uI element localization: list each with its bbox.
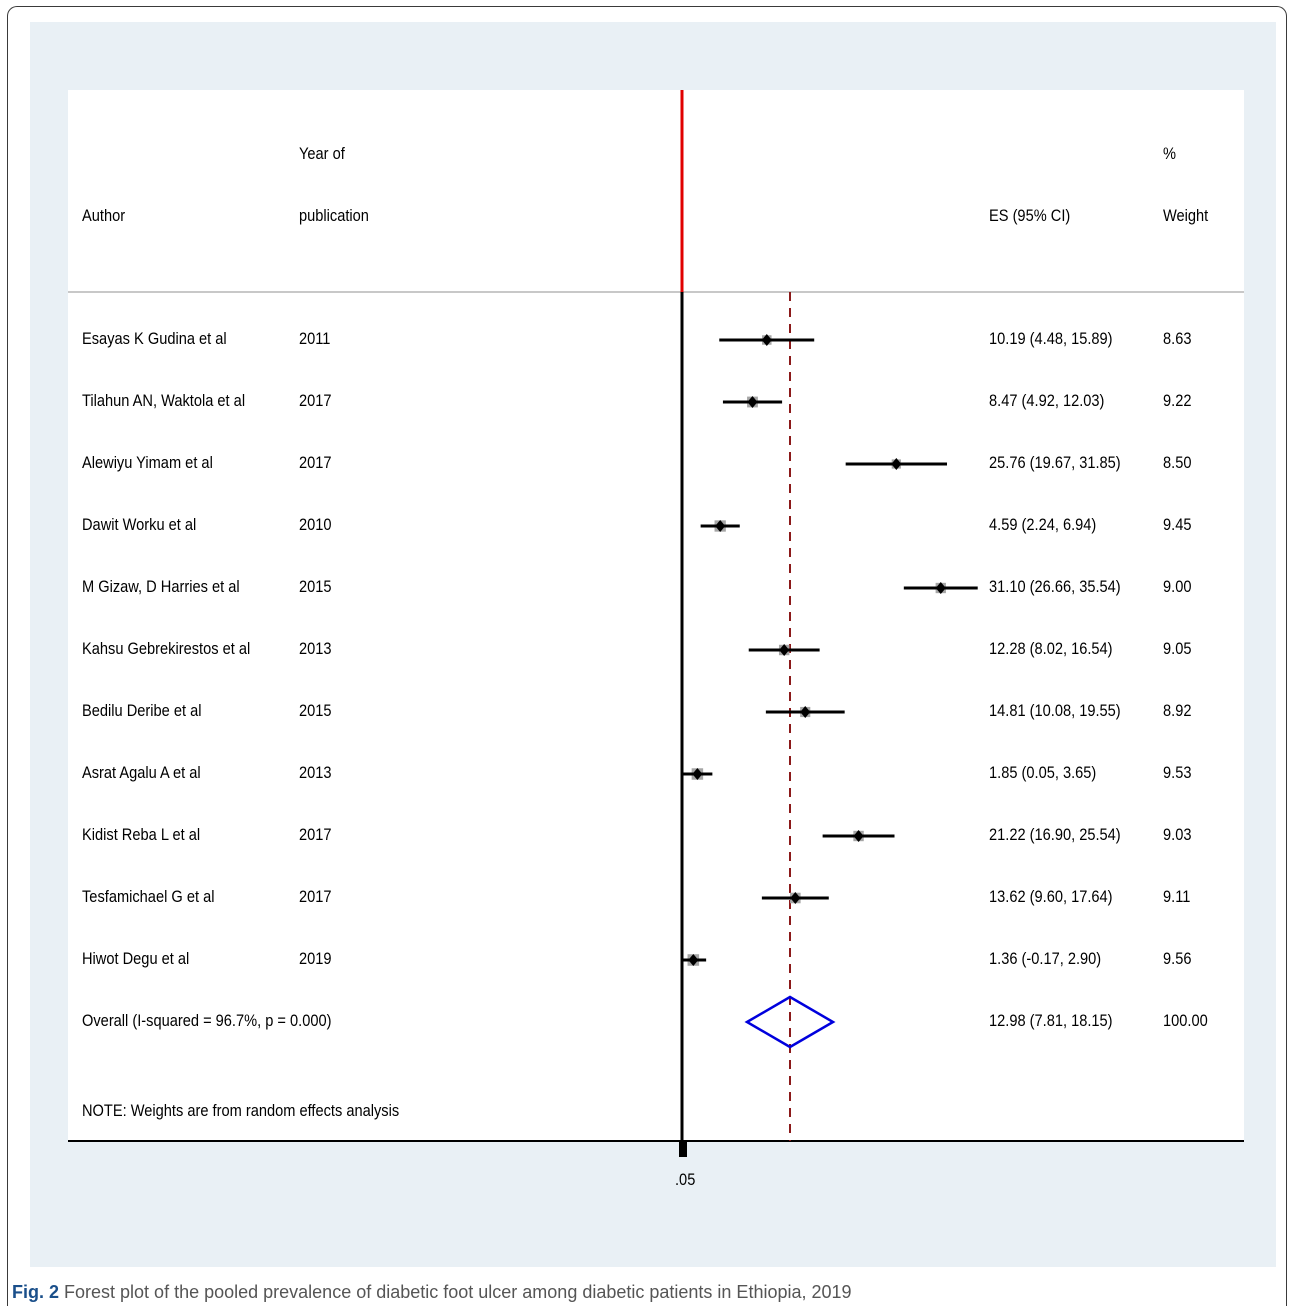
study-author: Dawit Worku et al [82, 515, 197, 534]
study-point [853, 830, 864, 842]
study-year: 2013 [299, 763, 332, 782]
study-weight: 9.11 [1163, 887, 1191, 906]
study-point [800, 706, 811, 718]
study-weight: 9.05 [1163, 639, 1192, 658]
header-weight-line2: Weight [1163, 206, 1209, 225]
study-point [715, 520, 726, 532]
study-point [790, 892, 801, 904]
study-weight: 9.53 [1163, 763, 1192, 782]
study-author: Esayas K Gudina et al [82, 329, 227, 348]
study-year: 2019 [299, 949, 332, 968]
study-ci-text: 12.28 (8.02, 16.54) [989, 639, 1113, 658]
caption-label: Fig. 2 [12, 1282, 60, 1302]
study-year: 2017 [299, 391, 332, 410]
study-weight: 9.56 [1163, 949, 1192, 968]
header-author: Author [82, 206, 126, 225]
header-year-line1: Year of [299, 144, 345, 163]
study-author: Bedilu Deribe et al [82, 701, 202, 720]
overall-label: Overall (I-squared = 96.7%, p = 0.000) [82, 1011, 332, 1030]
study-author: Asrat Agalu A et al [82, 763, 201, 782]
study-year: 2015 [299, 577, 332, 596]
study-point [688, 954, 699, 966]
study-year: 2013 [299, 639, 332, 658]
study-point [747, 396, 758, 408]
header-weight-line1: % [1163, 144, 1177, 163]
header-es: ES (95% CI) [989, 206, 1071, 225]
study-year: 2015 [299, 701, 332, 720]
study-weight: 9.03 [1163, 825, 1192, 844]
study-weight: 8.92 [1163, 701, 1192, 720]
study-author: Kidist Reba L et al [82, 825, 201, 844]
study-point [761, 334, 772, 346]
figure-frame [7, 6, 1287, 1306]
study-ci-text: 1.85 (0.05, 3.65) [989, 763, 1097, 782]
study-point [779, 644, 790, 656]
figure-caption: Fig. 2 Forest plot of the pooled prevale… [12, 1282, 852, 1303]
x-axis-tick [679, 1141, 687, 1157]
study-weight: 9.45 [1163, 515, 1192, 534]
study-author: M Gizaw, D Harries et al [82, 577, 240, 596]
overall-weight: 100.00 [1163, 1011, 1208, 1030]
study-weight: 8.50 [1163, 453, 1192, 472]
study-ci-text: 4.59 (2.24, 6.94) [989, 515, 1097, 534]
study-ci-text: 10.19 (4.48, 15.89) [989, 329, 1113, 348]
study-point [935, 582, 946, 594]
study-year: 2011 [299, 329, 331, 348]
study-year: 2017 [299, 887, 332, 906]
study-year: 2010 [299, 515, 332, 534]
study-author: Alewiyu Yimam et al [82, 453, 213, 472]
x-axis-tick-label: .05 [675, 1170, 696, 1189]
study-author: Tilahun AN, Waktola et al [82, 391, 246, 410]
study-weight: 9.00 [1163, 577, 1192, 596]
study-weight: 8.63 [1163, 329, 1192, 348]
study-point [891, 458, 902, 470]
study-author: Tesfamichael G et al [82, 887, 215, 906]
study-ci-text: 25.76 (19.67, 31.85) [989, 453, 1121, 472]
overall-diamond [744, 995, 836, 1049]
study-ci-text: 21.22 (16.90, 25.54) [989, 825, 1121, 844]
study-author: Hiwot Degu et al [82, 949, 190, 968]
study-ci-text: 8.47 (4.92, 12.03) [989, 391, 1105, 410]
study-year: 2017 [299, 825, 332, 844]
header-year-line2: publication [299, 206, 369, 225]
overall-ci-text: 12.98 (7.81, 18.15) [989, 1011, 1113, 1030]
study-author: Kahsu Gebrekirestos et al [82, 639, 251, 658]
study-ci-text: 13.62 (9.60, 17.64) [989, 887, 1113, 906]
study-ci-text: 14.81 (10.08, 19.55) [989, 701, 1121, 720]
forest-plot-area [68, 90, 1244, 1140]
caption-text: Forest plot of the pooled prevalence of … [59, 1282, 852, 1302]
study-ci-text: 1.36 (-0.17, 2.90) [989, 949, 1102, 968]
study-ci-text: 31.10 (26.66, 35.54) [989, 577, 1121, 596]
study-weight: 9.22 [1163, 391, 1192, 410]
study-point [692, 768, 703, 780]
footnote: NOTE: Weights are from random effects an… [82, 1101, 400, 1120]
study-year: 2017 [299, 453, 332, 472]
